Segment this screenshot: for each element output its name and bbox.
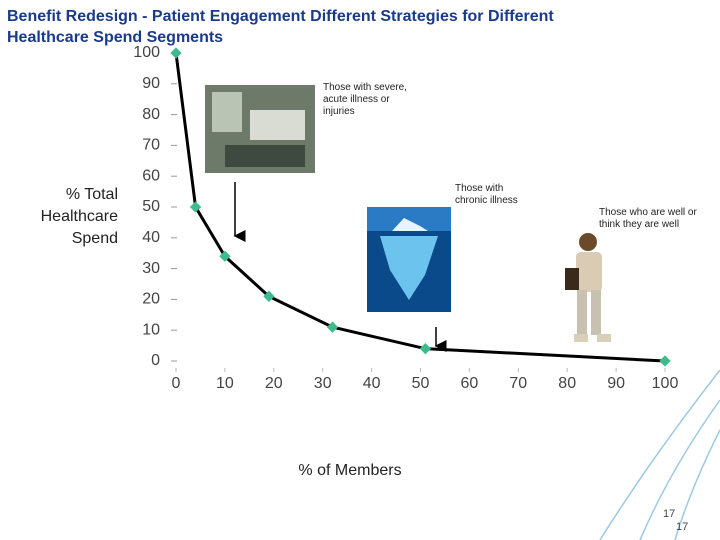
y-tick-label: 0 <box>151 352 160 369</box>
data-point <box>263 290 275 302</box>
x-tick-label: 0 <box>172 375 181 392</box>
y-tick-label: 40 <box>142 229 160 246</box>
data-point <box>170 47 182 59</box>
decoration <box>599 369 720 540</box>
x-tick-label: 60 <box>461 375 479 392</box>
x-tick-label: 100 <box>652 375 679 392</box>
x-tick-label: 70 <box>509 375 527 392</box>
y-tick-label: 90 <box>142 75 160 92</box>
x-tick-label: 80 <box>558 375 576 392</box>
data-point <box>189 201 202 213</box>
y-tick-label: 70 <box>142 137 160 154</box>
y-tick-label: 10 <box>142 321 160 338</box>
person-photo <box>565 233 611 342</box>
x-tick-label: 30 <box>314 375 332 392</box>
iceberg-photo <box>367 207 451 312</box>
x-tick-label: 90 <box>607 375 625 392</box>
annotation: Those with chronic illness <box>455 183 518 206</box>
annotation: Those who are well or think they are wel… <box>599 207 697 230</box>
annotation: Those with severe, acute illness or inju… <box>323 82 407 117</box>
data-point <box>326 321 339 333</box>
hospital-photo <box>205 85 315 173</box>
y-tick-label: 60 <box>142 167 160 184</box>
y-axis-label: % Total Healthcare Spend <box>40 186 118 247</box>
slide-title: Benefit Redesign - Patient Engagement Di… <box>7 8 554 46</box>
y-tick-label: 100 <box>133 44 160 61</box>
x-tick-label: 10 <box>216 375 234 392</box>
y-tick-label: 80 <box>142 106 160 123</box>
page-number: 17 <box>663 508 676 520</box>
y-tick-label: 50 <box>142 198 160 215</box>
data-point <box>659 355 671 367</box>
x-tick-label: 50 <box>412 375 430 392</box>
data-point <box>419 343 432 355</box>
y-tick-label: 30 <box>142 260 160 277</box>
page-number: 17 <box>676 521 689 533</box>
y-tick-label: 20 <box>142 291 160 308</box>
x-axis-label: % of Members <box>298 462 402 479</box>
x-tick-label: 20 <box>265 375 283 392</box>
x-tick-label: 40 <box>363 375 381 392</box>
data-point <box>219 250 231 262</box>
